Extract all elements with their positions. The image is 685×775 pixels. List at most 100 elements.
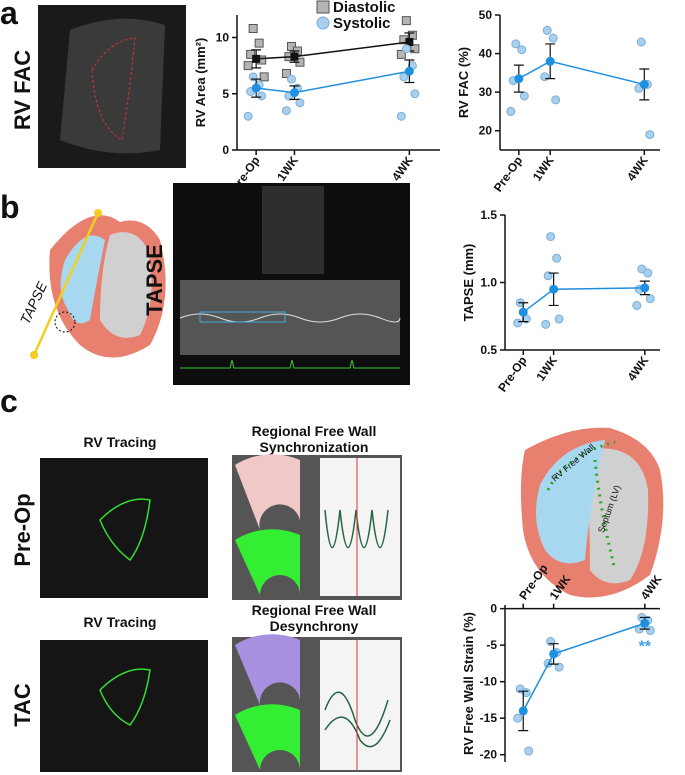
- image-title: Synchronization: [260, 439, 369, 455]
- y-tick-label: 20: [479, 124, 493, 138]
- data-point: [645, 626, 655, 636]
- annulus: [54, 311, 76, 333]
- data-point: [513, 318, 523, 328]
- y-axis-title: TAPSE (mm): [461, 244, 476, 322]
- strain-plot: [320, 640, 400, 770]
- data-point: [552, 253, 562, 263]
- mean-marker: [251, 83, 261, 93]
- mean-line: [522, 622, 646, 712]
- y-tick-label: 30: [479, 85, 493, 99]
- data-point: [396, 49, 406, 59]
- legend-marker: [316, 0, 330, 14]
- mean-marker: [514, 74, 524, 84]
- mean-marker: [518, 307, 528, 317]
- y-tick-label: 5: [222, 87, 229, 101]
- mean-marker: [640, 283, 650, 293]
- strain-curves: [324, 509, 389, 548]
- echo-image: [40, 640, 208, 772]
- lv: [100, 232, 152, 338]
- x-tick-label: 1WK: [274, 153, 301, 183]
- mean-marker: [290, 52, 299, 61]
- panel-label: b: [0, 189, 20, 225]
- data-point: [645, 294, 655, 304]
- data-point: [506, 106, 516, 116]
- x-tick-label: 1WK: [533, 353, 560, 383]
- x-tick-label: 4WK: [624, 153, 651, 183]
- y-tick-label: -5: [486, 638, 497, 652]
- data-point: [541, 319, 551, 329]
- data-point: [254, 38, 264, 48]
- mmode-trace: [180, 280, 400, 355]
- data-point: [548, 33, 558, 43]
- image-title: RV Tracing: [84, 434, 157, 450]
- lv: [585, 448, 649, 584]
- y-tick-label: -20: [480, 748, 498, 762]
- tapse-line: [32, 212, 100, 356]
- mean-marker: [640, 618, 650, 628]
- diagram-label: TAPSE: [17, 279, 51, 327]
- annotation: **: [639, 639, 652, 656]
- data-point: [643, 268, 653, 278]
- y-tick-label: 1.0: [480, 276, 497, 290]
- ecg: [180, 359, 400, 369]
- data-point: [542, 25, 552, 35]
- echo-texture: [60, 18, 165, 154]
- mean-marker: [405, 38, 414, 46]
- x-tick-label: Pre-Op: [495, 354, 529, 395]
- mean-marker: [549, 284, 559, 294]
- data-point: [636, 37, 646, 47]
- image-title: Regional Free Wall: [252, 602, 377, 618]
- image-title: Desynchrony: [270, 618, 359, 634]
- panel-label: a: [0, 0, 18, 31]
- data-point: [281, 69, 291, 78]
- data-point: [401, 16, 411, 26]
- marker: [30, 351, 38, 359]
- y-tick-label: -15: [480, 711, 498, 725]
- strain-plot: [320, 458, 400, 596]
- measure-box: [199, 311, 286, 323]
- x-tick-label: 4WK: [624, 353, 651, 383]
- echo-thumb: [262, 186, 324, 274]
- data-point: [259, 72, 269, 82]
- data-point: [554, 662, 564, 672]
- y-axis-title: RV FAC (%): [456, 47, 471, 118]
- legend-label: Diastolic: [333, 0, 396, 16]
- marker: [94, 209, 102, 217]
- data-point: [517, 45, 527, 55]
- mean-marker: [545, 56, 555, 66]
- data-point: [554, 314, 564, 324]
- mean-marker: [549, 649, 559, 659]
- mean-marker: [252, 54, 261, 63]
- data-point: [396, 111, 406, 121]
- row-label: TAPSE: [142, 244, 167, 316]
- mean-marker: [639, 79, 649, 89]
- y-tick-label: 40: [479, 47, 493, 61]
- y-axis-title: RV Area (mm²): [193, 38, 208, 128]
- row-label: RV FAC: [10, 50, 35, 130]
- rv: [536, 440, 605, 564]
- mean-line: [256, 70, 410, 94]
- y-axis-title: RV Free Wall Strain (%): [461, 612, 476, 755]
- data-point: [295, 98, 305, 108]
- legend-label: Systolic: [333, 15, 391, 32]
- y-tick-label: 10: [216, 31, 230, 45]
- y-tick-label: 0: [222, 143, 229, 157]
- y-tick-label: 50: [479, 8, 493, 22]
- data-point: [645, 130, 655, 140]
- x-tick-label: Pre-Op: [491, 154, 525, 195]
- data-point: [632, 300, 642, 310]
- bullseye: [235, 704, 300, 770]
- data-point: [524, 746, 534, 756]
- rv: [60, 235, 105, 324]
- data-point: [243, 61, 253, 71]
- mean-marker: [289, 88, 299, 98]
- data-point: [286, 74, 296, 84]
- y-tick-label: 0: [490, 602, 497, 616]
- mean-marker: [518, 706, 528, 716]
- data-point: [410, 89, 420, 99]
- data-point: [540, 72, 550, 82]
- x-tick-label: 1WK: [530, 153, 557, 183]
- rv-trace: [99, 498, 151, 562]
- strain-curves: [324, 691, 391, 748]
- data-point: [551, 95, 561, 105]
